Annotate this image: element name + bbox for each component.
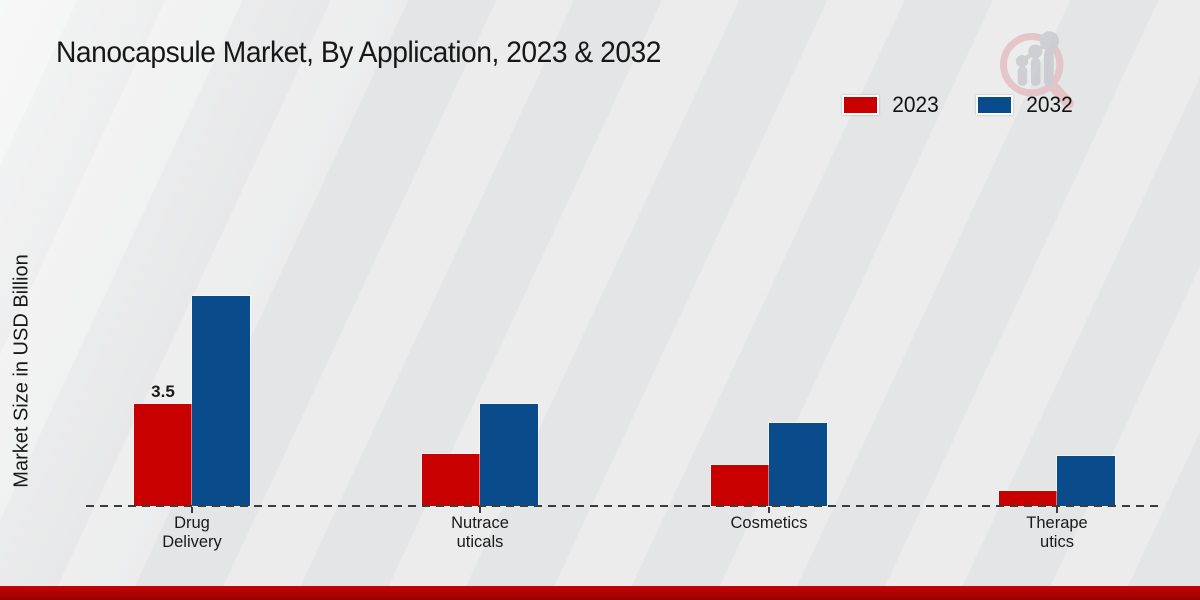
legend-label-2023: 2023 bbox=[892, 92, 939, 117]
magnifier-ring bbox=[1000, 33, 1064, 97]
bar-2023-nutraceuticals bbox=[422, 454, 480, 506]
bottom-accent-band bbox=[0, 586, 1200, 600]
x-tick-nutraceuticals bbox=[479, 507, 481, 513]
legend-swatch-2023 bbox=[842, 95, 879, 115]
data-label-2023-drug-delivery: 3.5 bbox=[151, 382, 175, 401]
magnifier-handle bbox=[1047, 80, 1074, 109]
x-tick-therapeutics bbox=[1056, 507, 1058, 513]
bar-2023-therapeutics bbox=[999, 491, 1057, 506]
x-label-nutraceuticals: Nutrace uticals bbox=[451, 513, 509, 551]
bar-2032-nutraceuticals bbox=[480, 404, 538, 506]
bar-2032-cosmetics bbox=[769, 423, 827, 506]
x-tick-drug-delivery bbox=[191, 507, 193, 513]
x-label-therapeutics: Therape utics bbox=[1026, 513, 1088, 551]
bar-2032-drug-delivery bbox=[192, 296, 250, 506]
bar-2023-drug-delivery bbox=[134, 404, 192, 506]
bar-2023-cosmetics bbox=[711, 465, 769, 506]
legend-swatch-2032 bbox=[975, 95, 1013, 115]
legend: 2023 2032 bbox=[842, 92, 1074, 118]
bar-2032-therapeutics bbox=[1057, 456, 1115, 506]
x-tick-cosmetics bbox=[768, 507, 770, 513]
x-label-cosmetics: Cosmetics bbox=[730, 513, 808, 532]
legend-item-2023: 2023 bbox=[842, 92, 940, 118]
chart-title: Nanocapsule Market, By Application, 2023… bbox=[56, 36, 661, 69]
x-label-drug-delivery: Drug Delivery bbox=[162, 513, 222, 551]
y-axis-label: Market Size in USD Billion bbox=[10, 254, 33, 488]
logo-bars bbox=[1015, 31, 1059, 86]
legend-item-2032: 2032 bbox=[975, 92, 1074, 118]
legend-label-2032: 2032 bbox=[1026, 92, 1073, 117]
zero-baseline bbox=[86, 505, 1164, 507]
magnifier-bar-chart-logo bbox=[1000, 31, 1074, 109]
